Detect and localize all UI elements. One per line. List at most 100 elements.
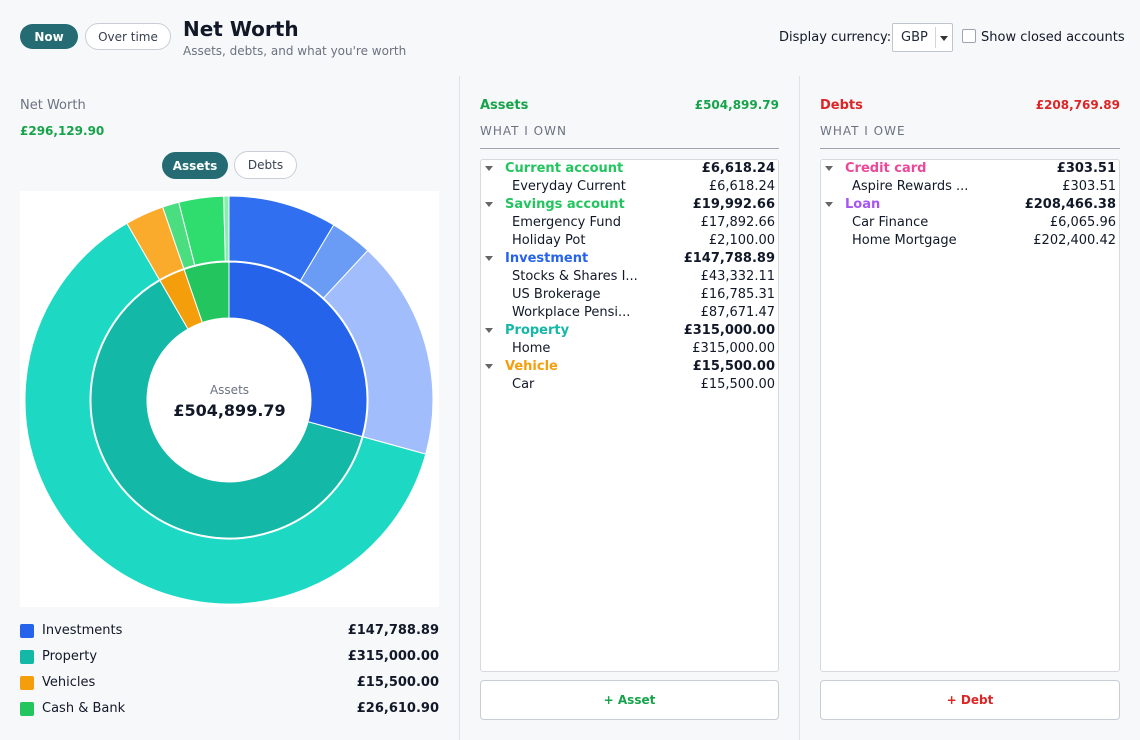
- group-name: Credit card: [845, 161, 927, 176]
- legend-name: Investments: [42, 623, 123, 638]
- group-name: Investment: [505, 251, 589, 266]
- chart-center-value: £504,899.79: [173, 401, 286, 420]
- sunburst-chart: Assets £504,899.79: [20, 191, 439, 607]
- account-balance: £2,100.00: [708, 233, 775, 248]
- legend-item-property: Property £315,000.00: [20, 644, 439, 670]
- account-row[interactable]: Everyday Current £6,618.24: [481, 178, 778, 196]
- account-balance: £6,618.24: [708, 179, 775, 194]
- group-total: £303.51: [1056, 161, 1116, 176]
- net-worth-value: £296,129.90: [20, 124, 105, 138]
- assets-panel-total: £504,899.79: [694, 98, 779, 112]
- debts-panel-subtitle: WHAT I OWE: [820, 124, 906, 138]
- group-row-credit-card[interactable]: Credit card £303.51: [821, 160, 1119, 178]
- legend-name: Cash & Bank: [42, 701, 126, 716]
- assets-panel-subtitle: WHAT I OWN: [480, 124, 567, 138]
- group-total: £6,618.24: [701, 161, 775, 176]
- legend-item-investments: Investments £147,788.89: [20, 618, 439, 644]
- account-balance: £87,671.47: [700, 305, 775, 320]
- legend-swatch: [20, 702, 34, 716]
- group-total: £147,788.89: [683, 251, 775, 266]
- account-row[interactable]: Home £315,000.00: [481, 340, 778, 358]
- net-worth-label: Net Worth: [20, 98, 86, 113]
- account-row[interactable]: Home Mortgage £202,400.42: [821, 232, 1119, 250]
- account-balance: £202,400.42: [1033, 233, 1116, 248]
- inner-slice-property[interactable]: [90, 279, 363, 539]
- debts-tree: Credit card £303.51 Aspire Rewards ... £303…: [820, 159, 1120, 672]
- outer-slice-home[interactable]: [24, 222, 427, 605]
- account-row[interactable]: US Brokerage £16,785.31: [481, 286, 778, 304]
- page-title: Net Worth: [183, 17, 299, 41]
- group-name: Savings account: [505, 197, 625, 212]
- group-row-current-account[interactable]: Current account £6,618.24: [481, 160, 778, 178]
- account-name: Workplace Pensi...: [512, 305, 631, 320]
- legend-value: £315,000.00: [347, 649, 439, 664]
- chevron-down-icon: [940, 36, 948, 41]
- caret-down-icon[interactable]: [485, 166, 493, 171]
- account-row[interactable]: Car Finance £6,065.96: [821, 214, 1119, 232]
- legend-item-vehicles: Vehicles £15,500.00: [20, 670, 439, 696]
- group-total: £315,000.00: [683, 323, 775, 338]
- inner-slice-investments[interactable]: [228, 261, 368, 438]
- add-debt-button[interactable]: + Debt: [820, 680, 1120, 720]
- chart-debts-tab[interactable]: Debts: [234, 151, 297, 179]
- account-row[interactable]: Holiday Pot £2,100.00: [481, 232, 778, 250]
- account-name: Everyday Current: [512, 179, 626, 194]
- assets-tree: Current account £6,618.24 Everyday Current…: [480, 159, 779, 672]
- account-name: Home Mortgage: [852, 233, 957, 248]
- currency-select-value: GBP: [901, 30, 928, 45]
- group-name: Vehicle: [505, 359, 558, 374]
- group-name: Loan: [845, 197, 881, 212]
- account-balance: £17,892.66: [700, 215, 775, 230]
- account-row[interactable]: Emergency Fund £17,892.66: [481, 214, 778, 232]
- account-balance: £303.51: [1062, 179, 1116, 194]
- divider: [820, 148, 1120, 149]
- legend-value: £15,500.00: [356, 675, 439, 690]
- divider: [480, 148, 779, 149]
- show-closed-label[interactable]: Show closed accounts: [981, 30, 1125, 45]
- legend-value: £26,610.90: [356, 701, 439, 716]
- group-row-savings-account[interactable]: Savings account £19,992.66: [481, 196, 778, 214]
- legend-swatch: [20, 650, 34, 664]
- over-time-toggle-button[interactable]: Over time: [85, 23, 171, 50]
- caret-down-icon[interactable]: [485, 364, 493, 369]
- chart-center-label: Assets: [209, 383, 250, 397]
- now-toggle-button[interactable]: Now: [20, 24, 78, 49]
- currency-select[interactable]: GBP: [892, 23, 953, 52]
- account-name: Stocks & Shares I...: [512, 269, 638, 284]
- legend-swatch: [20, 624, 34, 638]
- legend-swatch: [20, 676, 34, 690]
- currency-label: Display currency:: [779, 30, 892, 45]
- chart-assets-tab[interactable]: Assets: [162, 152, 228, 179]
- legend-item-cash-bank: Cash & Bank £26,610.90: [20, 696, 439, 722]
- group-row-loan[interactable]: Loan £208,466.38: [821, 196, 1119, 214]
- account-balance: £15,500.00: [700, 377, 775, 392]
- caret-down-icon[interactable]: [485, 328, 493, 333]
- show-closed-checkbox[interactable]: [962, 29, 976, 43]
- account-balance: £315,000.00: [692, 341, 775, 356]
- group-row-property[interactable]: Property £315,000.00: [481, 322, 778, 340]
- caret-down-icon[interactable]: [485, 256, 493, 261]
- caret-down-icon[interactable]: [485, 202, 493, 207]
- group-name: Property: [505, 323, 570, 338]
- caret-down-icon[interactable]: [825, 166, 833, 171]
- group-total: £208,466.38: [1024, 197, 1116, 212]
- caret-down-icon[interactable]: [825, 202, 833, 207]
- page-subtitle: Assets, debts, and what you're worth: [183, 44, 407, 58]
- account-row[interactable]: Car £15,500.00: [481, 376, 778, 394]
- account-name: Car Finance: [852, 215, 929, 230]
- group-row-investment[interactable]: Investment £147,788.89: [481, 250, 778, 268]
- group-row-vehicle[interactable]: Vehicle £15,500.00: [481, 358, 778, 376]
- account-row[interactable]: Workplace Pensi... £87,671.47: [481, 304, 778, 322]
- account-name: Holiday Pot: [512, 233, 586, 248]
- account-name: Car: [512, 377, 535, 392]
- account-name: Emergency Fund: [512, 215, 621, 230]
- account-row[interactable]: Aspire Rewards ... £303.51: [821, 178, 1119, 196]
- group-total: £15,500.00: [692, 359, 775, 374]
- add-asset-button[interactable]: + Asset: [480, 680, 779, 720]
- account-row[interactable]: Stocks & Shares I... £43,332.11: [481, 268, 778, 286]
- legend-name: Vehicles: [42, 675, 96, 690]
- account-name: US Brokerage: [512, 287, 601, 302]
- inner-slice-cash-bank[interactable]: [183, 261, 230, 324]
- group-name: Current account: [505, 161, 624, 176]
- outer-slice-holiday-pot[interactable]: [223, 195, 230, 262]
